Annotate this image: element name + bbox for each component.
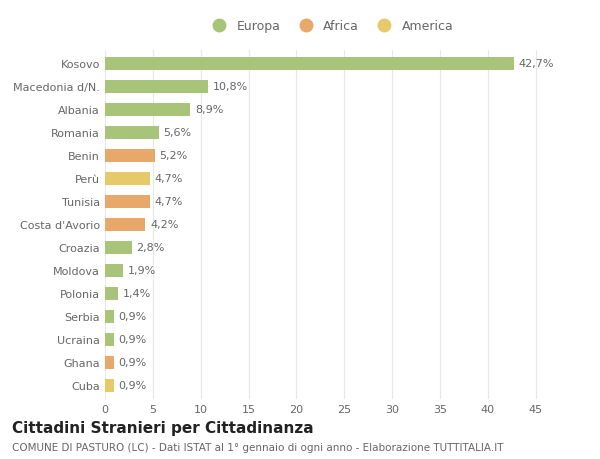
Bar <box>105 196 150 208</box>
Text: 10,8%: 10,8% <box>213 82 248 92</box>
Legend: Europa, Africa, America: Europa, Africa, America <box>202 15 458 38</box>
Bar <box>105 127 158 140</box>
Text: 1,4%: 1,4% <box>123 289 151 299</box>
Text: 5,2%: 5,2% <box>160 151 188 161</box>
Text: 42,7%: 42,7% <box>518 59 554 69</box>
Bar <box>105 218 145 231</box>
Bar <box>105 173 150 185</box>
Bar <box>105 264 123 277</box>
Bar <box>105 287 118 300</box>
Text: 2,8%: 2,8% <box>137 243 165 253</box>
Bar <box>105 310 113 323</box>
Bar <box>105 379 113 392</box>
Bar <box>105 104 190 117</box>
Bar <box>105 333 113 346</box>
Bar <box>105 150 155 162</box>
Bar <box>105 58 514 71</box>
Text: 0,9%: 0,9% <box>118 358 146 368</box>
Text: Cittadini Stranieri per Cittadinanza: Cittadini Stranieri per Cittadinanza <box>12 420 314 435</box>
Text: 8,9%: 8,9% <box>195 105 223 115</box>
Text: 1,9%: 1,9% <box>128 266 156 276</box>
Bar <box>105 241 132 254</box>
Text: COMUNE DI PASTURO (LC) - Dati ISTAT al 1° gennaio di ogni anno - Elaborazione TU: COMUNE DI PASTURO (LC) - Dati ISTAT al 1… <box>12 442 503 452</box>
Bar <box>105 81 208 94</box>
Text: 5,6%: 5,6% <box>163 128 191 138</box>
Text: 0,9%: 0,9% <box>118 312 146 322</box>
Text: 4,7%: 4,7% <box>155 197 183 207</box>
Text: 4,2%: 4,2% <box>150 220 178 230</box>
Text: 0,9%: 0,9% <box>118 335 146 345</box>
Text: 0,9%: 0,9% <box>118 381 146 391</box>
Text: 4,7%: 4,7% <box>155 174 183 184</box>
Bar <box>105 356 113 369</box>
